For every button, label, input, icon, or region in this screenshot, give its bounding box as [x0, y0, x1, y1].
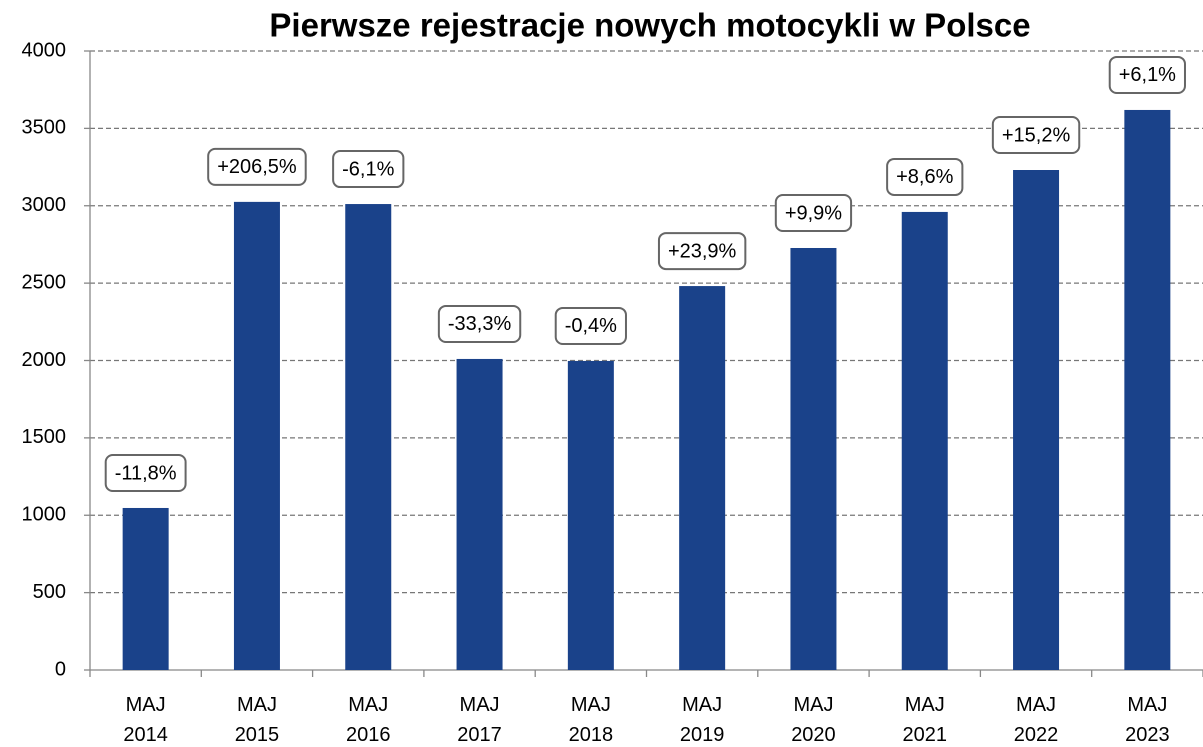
- annotation: +6,1%: [1119, 64, 1176, 86]
- bar: [456, 358, 503, 670]
- annotation-box: [1108, 55, 1186, 94]
- x-tick-label: MAJ 2018: [568, 694, 614, 746]
- x-tick-label: MAJ 2017: [457, 694, 502, 746]
- annotation: +15,2%: [1002, 124, 1071, 146]
- y-tick-label: 3500: [22, 117, 67, 139]
- bar: [567, 360, 614, 670]
- bar: [679, 286, 726, 670]
- bar: [233, 201, 280, 670]
- annotation: -33,3%: [448, 313, 512, 335]
- x-tick-label: MAJ 2022: [1013, 694, 1059, 746]
- annotation: +206,5%: [217, 156, 297, 178]
- annotation-box: [991, 116, 1081, 155]
- annotation-box: [437, 304, 522, 343]
- annotation-box: [657, 232, 747, 271]
- bar: [122, 507, 169, 670]
- y-tick-label: 1000: [22, 504, 67, 526]
- annotation: +9,9%: [785, 202, 842, 224]
- y-tick-label: 0: [55, 658, 66, 680]
- annotation-box: [207, 147, 307, 186]
- x-tick-label: MAJ 2021: [902, 694, 948, 746]
- x-tick-label: MAJ 2020: [791, 694, 836, 746]
- bar: [345, 204, 392, 671]
- bar: [1013, 170, 1060, 670]
- annotation: +23,9%: [668, 240, 737, 262]
- x-tick-label: MAJ 2019: [679, 694, 725, 746]
- x-tick-label: MAJ 2014: [123, 694, 168, 746]
- y-tick-label: 2000: [22, 349, 67, 371]
- annotation-box: [886, 157, 964, 196]
- y-tick-label: 1500: [22, 426, 67, 448]
- annotation: -6,1%: [342, 158, 394, 180]
- annotation-box: [332, 150, 405, 189]
- annotation: -11,8%: [115, 462, 177, 484]
- annotation-box: [104, 453, 187, 492]
- annotation: +8,6%: [896, 166, 953, 188]
- x-tick-label: MAJ 2016: [346, 694, 391, 746]
- annotation: -0,4%: [565, 315, 617, 337]
- y-tick-label: 4000: [22, 39, 67, 61]
- x-tick-label: MAJ 2023: [1125, 694, 1170, 746]
- bar: [790, 247, 837, 670]
- y-tick-label: 2500: [22, 271, 67, 293]
- bar: [1124, 109, 1171, 671]
- annotation-box: [774, 193, 853, 232]
- annotation-box: [554, 306, 627, 345]
- x-tick-label: MAJ 2015: [234, 694, 280, 746]
- chart-title: Pierwsze rejestracje nowych motocykli w …: [269, 7, 1030, 44]
- y-tick-label: 3000: [22, 194, 67, 216]
- bar: [901, 211, 948, 670]
- y-tick-label: 500: [33, 581, 66, 603]
